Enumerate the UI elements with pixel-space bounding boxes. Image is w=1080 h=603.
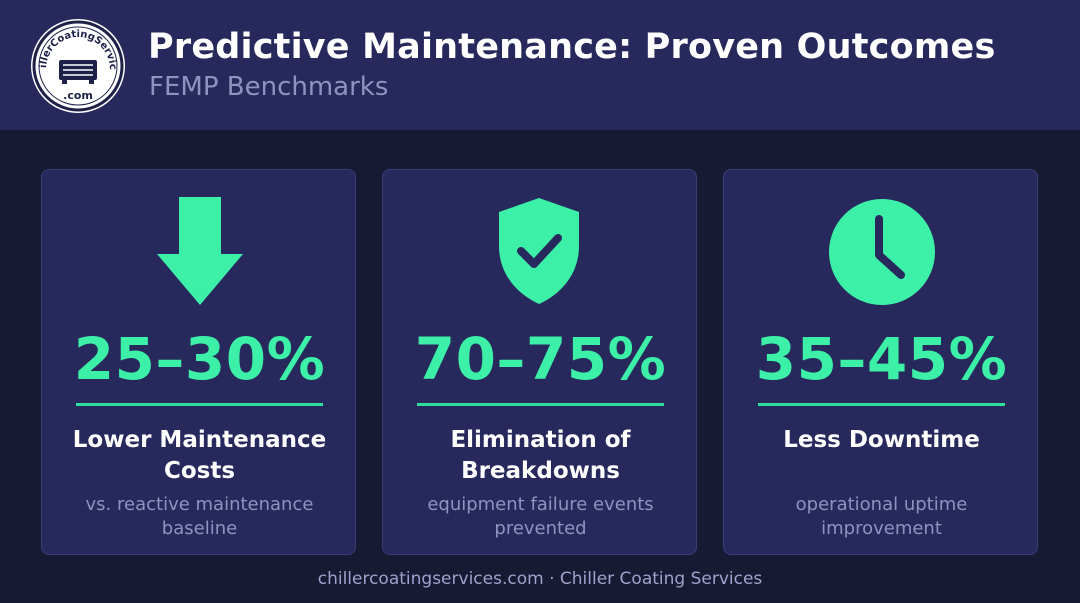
stat-description: equipment failure events prevented xyxy=(427,494,654,539)
stat-label: Lower Maintenance Costs xyxy=(72,427,327,484)
stat-value: 70–75% xyxy=(414,325,667,393)
stat-divider xyxy=(417,403,664,406)
arrow-down-icon xyxy=(157,197,243,305)
stat-description: vs. reactive maintenance baseline xyxy=(85,494,314,539)
stat-description: operational uptime improvement xyxy=(795,494,968,539)
clock-icon xyxy=(829,199,935,305)
stat-value: 35–45% xyxy=(755,325,1008,393)
stat-label: Elimination of Breakdowns xyxy=(450,427,631,484)
stat-card-maintenance-costs: 25–30% Lower Maintenance Costs vs. react… xyxy=(41,169,356,555)
stat-label: Less Downtime xyxy=(783,427,980,453)
page-subtitle: FEMP Benchmarks xyxy=(149,72,389,102)
page-title: Predictive Maintenance: Proven Outcomes xyxy=(148,27,996,67)
stat-card-downtime: 35–45% Less Downtime operational uptime … xyxy=(723,169,1038,555)
stat-divider xyxy=(76,403,323,406)
footer-attribution: chillercoatingservices.com · Chiller Coa… xyxy=(317,569,763,589)
shield-check-icon xyxy=(499,198,579,304)
stat-card-breakdowns: 70–75% Elimination of Breakdowns equipme… xyxy=(382,169,697,555)
stat-divider xyxy=(758,403,1005,406)
logo-domain-text: .com xyxy=(63,89,93,102)
stat-value: 25–30% xyxy=(73,325,326,393)
